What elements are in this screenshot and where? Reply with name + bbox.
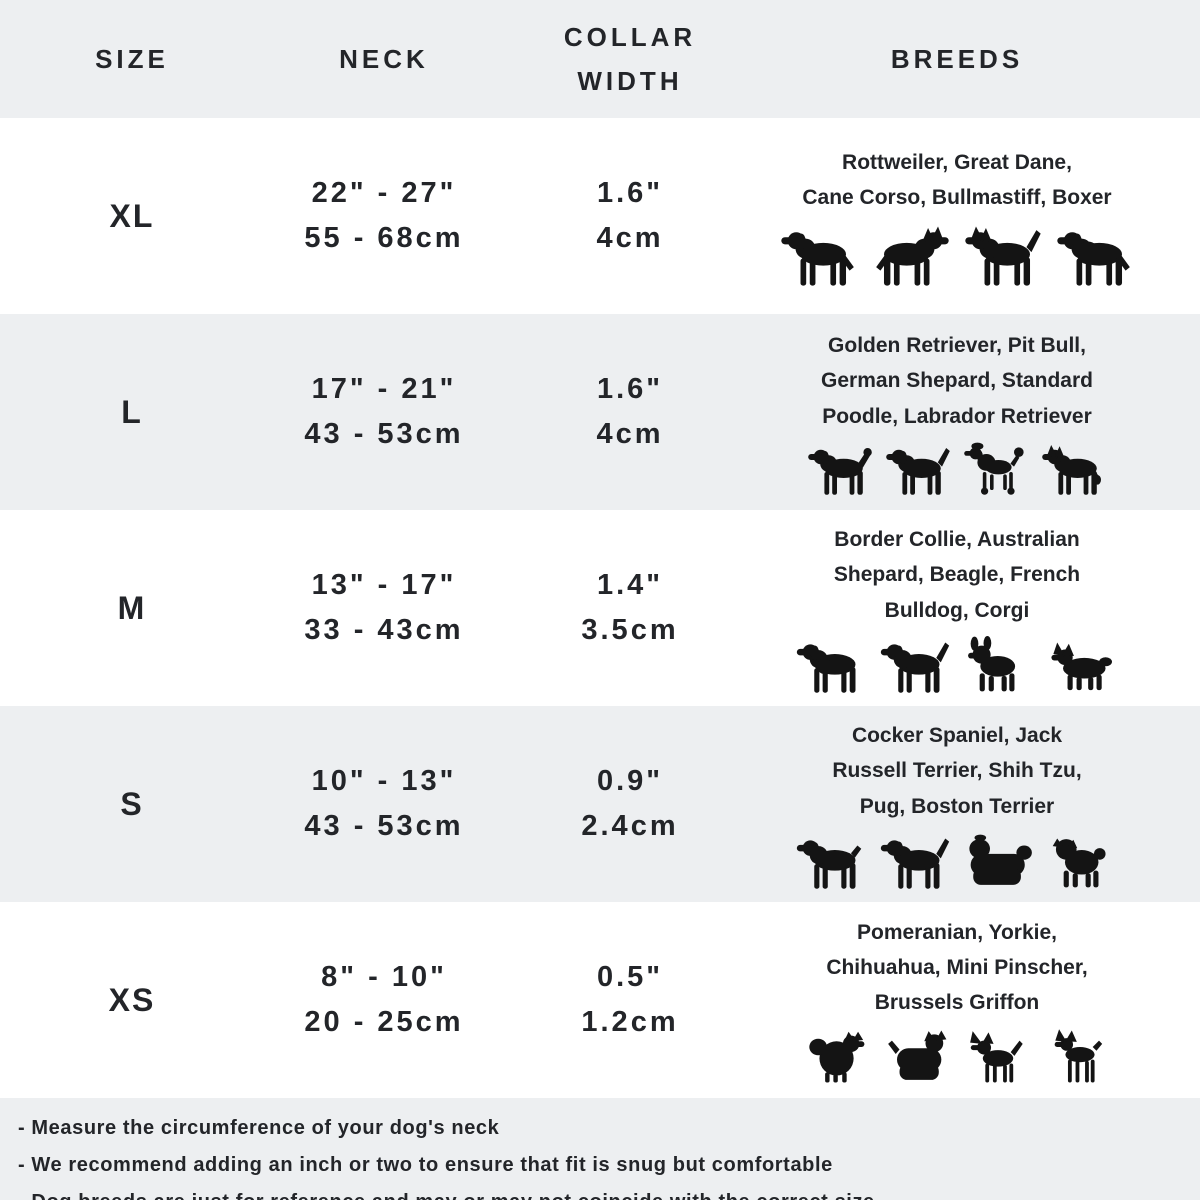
- column-header-collar-width: COLLAR WIDTH: [563, 21, 697, 96]
- bullmastiff-icon: [1057, 232, 1130, 286]
- breeds-cell: Border Collie, Australian Shepard, Beagl…: [756, 522, 1200, 693]
- breeds-cell: Cocker Spaniel, Jack Russell Terrier, Sh…: [756, 718, 1200, 889]
- width-inches: 0.5": [596, 961, 664, 994]
- great-dane-icon: [876, 226, 949, 286]
- neck-range: 10" - 13" 43 - 53cm: [264, 759, 504, 849]
- width-cm: 4cm: [596, 222, 664, 254]
- breeds-list: Cocker Spaniel, Jack Russell Terrier, Sh…: [832, 724, 1082, 818]
- column-header-breeds: BREEDS: [890, 43, 1024, 74]
- neck-range: 17" - 21" 43 - 53cm: [264, 367, 504, 457]
- neck-range: 22" - 27" 55 - 68cm: [264, 171, 504, 261]
- footer-notes: - Measure the circumference of your dog'…: [0, 1098, 1200, 1200]
- shih-tzu-icon: [969, 834, 1032, 885]
- jack-russell-icon: [880, 838, 950, 889]
- breeds-cell: Pomeranian, Yorkie, Chihuahua, Mini Pins…: [756, 915, 1200, 1085]
- table-row-xs: XS 8" - 10" 20 - 25cm 0.5" 1.2cm Pomeran…: [0, 902, 1200, 1098]
- size-value: S: [120, 785, 144, 822]
- min-pin-icon: [1054, 1029, 1103, 1083]
- breeds-list: Rottweiler, Great Dane, Cane Corso, Bull…: [802, 150, 1112, 209]
- table-row-xl: XL 22" - 27" 55 - 68cm 1.6" 4cm Rottweil…: [0, 118, 1200, 314]
- width-inches: 1.6": [596, 177, 664, 210]
- neck-cm: 20 - 25cm: [304, 1006, 464, 1038]
- width-cm: 3.5cm: [581, 614, 679, 646]
- collar-width: 1.6" 4cm: [504, 367, 756, 457]
- breeds-cell: Golden Retriever, Pit Bull, German Shepa…: [756, 328, 1200, 495]
- pug-icon: [1052, 838, 1106, 888]
- neck-inches: 22" - 27": [311, 177, 457, 210]
- table-row-l: L 17" - 21" 43 - 53cm 1.6" 4cm Golden Re…: [0, 314, 1200, 510]
- breeds-list: Golden Retriever, Pit Bull, German Shepa…: [821, 334, 1093, 428]
- table-row-m: M 13" - 17" 33 - 43cm 1.4" 3.5cm Border …: [0, 510, 1200, 706]
- breed-icons: [756, 442, 1158, 496]
- australian-shepherd-icon: [796, 643, 856, 693]
- width-inches: 0.9": [596, 765, 664, 798]
- width-cm: 4cm: [596, 418, 664, 450]
- width-inches: 1.4": [596, 569, 664, 602]
- cane-corso-icon: [965, 226, 1041, 286]
- note-reference: - Dog breeds are just for reference and …: [18, 1184, 1200, 1200]
- width-cm: 1.2cm: [581, 1006, 679, 1038]
- pomeranian-icon: [809, 1031, 865, 1083]
- yorkie-icon: [888, 1030, 947, 1081]
- cocker-spaniel-icon: [796, 839, 862, 889]
- golden-retriever-icon: [808, 447, 872, 495]
- german-shepherd-icon: [1042, 444, 1101, 495]
- neck-range: 8" - 10" 20 - 25cm: [264, 955, 504, 1045]
- poodle-icon: [964, 442, 1024, 495]
- labrador-icon: [886, 447, 950, 495]
- collar-width: 1.6" 4cm: [504, 171, 756, 261]
- breed-icons: [756, 635, 1158, 694]
- note-measure: - Measure the circumference of your dog'…: [18, 1117, 500, 1139]
- size-value: XL: [109, 197, 155, 234]
- breeds-list: Border Collie, Australian Shepard, Beagl…: [833, 528, 1081, 622]
- size-value: XS: [108, 981, 156, 1018]
- collar-width: 1.4" 3.5cm: [504, 563, 756, 653]
- neck-cm: 33 - 43cm: [304, 614, 464, 646]
- table-row-s: S 10" - 13" 43 - 53cm 0.9" 2.4cm Cocker …: [0, 706, 1200, 902]
- neck-inches: 10" - 13": [311, 765, 457, 798]
- beagle-icon: [880, 642, 950, 693]
- neck-cm: 55 - 68cm: [304, 222, 464, 254]
- column-header-size: SIZE: [95, 43, 169, 74]
- width-cm: 2.4cm: [581, 810, 679, 842]
- breed-icons: [756, 832, 1158, 890]
- neck-cm: 43 - 53cm: [304, 810, 464, 842]
- breeds-cell: Rottweiler, Great Dane, Cane Corso, Bull…: [756, 145, 1200, 287]
- breed-icons: [756, 223, 1158, 287]
- rottweiler-icon: [781, 232, 854, 286]
- breed-icons: [756, 1028, 1158, 1085]
- breeds-list: Pomeranian, Yorkie, Chihuahua, Mini Pins…: [826, 920, 1088, 1015]
- french-bulldog-icon: [968, 635, 1016, 692]
- note-recommend: - We recommend adding an inch or two to …: [18, 1154, 833, 1176]
- collar-width: 0.9" 2.4cm: [504, 759, 756, 849]
- chihuahua-icon: [970, 1031, 1023, 1083]
- size-value: L: [121, 393, 143, 430]
- neck-range: 13" - 17" 33 - 43cm: [264, 563, 504, 653]
- size-value: M: [117, 589, 147, 626]
- neck-cm: 43 - 53cm: [304, 418, 464, 450]
- width-inches: 1.6": [596, 373, 664, 406]
- neck-inches: 13" - 17": [311, 569, 457, 602]
- neck-inches: 17" - 21": [311, 373, 457, 406]
- collar-width: 0.5" 1.2cm: [504, 955, 756, 1045]
- table-header-row: SIZE NECK COLLAR WIDTH BREEDS: [0, 0, 1200, 118]
- column-header-neck: NECK: [339, 43, 429, 74]
- corgi-icon: [1051, 642, 1112, 690]
- neck-inches: 8" - 10": [321, 961, 447, 994]
